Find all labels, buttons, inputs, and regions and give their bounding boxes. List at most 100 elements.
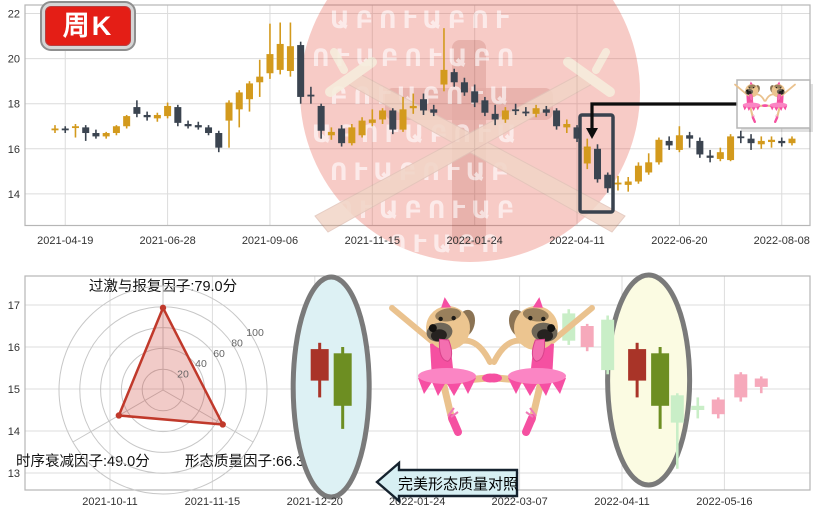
- candle: [614, 175, 622, 191]
- watermark-circle: [300, 0, 640, 262]
- axis-label: 2021-06-28: [139, 235, 195, 247]
- axis-label: 2021-04-19: [37, 235, 93, 247]
- candle: [266, 23, 274, 79]
- candle: [645, 153, 653, 175]
- candle: [51, 125, 59, 134]
- axis-label: 2022-05-16: [696, 496, 752, 508]
- axis-label: 14: [8, 189, 20, 201]
- axis-label: 13: [8, 468, 20, 480]
- candle: [153, 112, 161, 122]
- axis-label: 2022-03-07: [491, 496, 547, 508]
- pattern-ellipse-actual-occurrence: [605, 272, 693, 488]
- candle: [194, 121, 202, 130]
- axis-label: 2021-09-06: [242, 235, 298, 247]
- axis-label: 2022-06-20: [651, 235, 707, 247]
- candle: [256, 59, 264, 97]
- axis-label: 22: [8, 9, 20, 21]
- candle: [235, 90, 243, 128]
- candle: [757, 136, 765, 149]
- candle: [409, 93, 417, 114]
- radar-spoke: [162, 389, 254, 443]
- comparison-callout-text: 完美形态质量对照: [398, 476, 518, 493]
- candle: [727, 134, 735, 162]
- axis-label: 2022-01-24: [447, 235, 503, 247]
- candle: [594, 144, 602, 183]
- candle: [706, 149, 714, 163]
- candle: [286, 22, 294, 77]
- pattern-ellipses: [290, 272, 693, 500]
- factor-radar-chart: 过激与报复因子:79.0分 时序衰减因子:49.0分 形态质量因子:66.3分 …: [16, 277, 319, 495]
- candle: [215, 130, 223, 153]
- factor-bottom-right-label: 形态质量因子:66.3分: [185, 453, 319, 470]
- candle: [583, 138, 591, 170]
- candle: [686, 131, 694, 148]
- candle: [133, 100, 141, 118]
- candle: [112, 125, 120, 136]
- candle: [481, 96, 489, 117]
- candle: [276, 22, 284, 75]
- candle: [542, 105, 550, 117]
- candle: [778, 137, 786, 147]
- candle: [164, 102, 172, 119]
- candle: [307, 86, 315, 104]
- svg-text:ԲՈՒԱԲՈՒԱ: ԲՈՒԱԲՈՒԱ: [330, 83, 515, 110]
- candle: [389, 108, 397, 135]
- radar-vertex-dot: [115, 412, 123, 419]
- scale-label: 60: [213, 348, 225, 360]
- candle: [123, 114, 131, 129]
- axis-label: 15: [8, 384, 20, 396]
- candle: [711, 397, 725, 419]
- weekly-kline-badge: 周K: [42, 3, 134, 49]
- candle: [651, 347, 670, 429]
- candle: [338, 125, 346, 147]
- scale-label: 40: [195, 358, 207, 370]
- radar-vertex-dot: [159, 304, 167, 312]
- candle: [768, 136, 776, 148]
- axis-label: 2022-04-11: [549, 235, 604, 247]
- axis-label: 14: [8, 426, 20, 438]
- svg-text:ՈՒԱԲՈՒԱԲ: ՈՒԱԲՈՒԱԲ: [330, 159, 515, 186]
- axis-label: 2021-12-20: [287, 496, 343, 508]
- candle: [747, 134, 755, 150]
- candle: [368, 109, 376, 127]
- candle: [737, 130, 745, 144]
- candle: [92, 129, 100, 139]
- axis-label: 2021-11-15: [345, 235, 400, 247]
- candle: [628, 342, 647, 398]
- candle: [184, 120, 192, 129]
- candle: [655, 137, 663, 165]
- axis-label: 18: [8, 99, 20, 111]
- candle: [580, 323, 594, 352]
- candle: [604, 172, 612, 193]
- candle: [440, 28, 448, 92]
- candle: [61, 126, 69, 134]
- candle: [450, 68, 458, 87]
- sword-crossguard: [325, 57, 377, 97]
- candle: [225, 100, 233, 148]
- scale-label: 100: [246, 327, 264, 339]
- candle: [624, 176, 632, 192]
- candle: [460, 77, 468, 96]
- candle: [205, 125, 213, 136]
- annotation-arrowhead-icon: [586, 128, 598, 139]
- candle: [430, 104, 438, 117]
- pattern-thumbnail: [735, 79, 813, 132]
- comparison-callout: 完美形态质量对照: [375, 460, 519, 504]
- candle: [665, 136, 673, 150]
- candle: [563, 119, 571, 134]
- bottom-panel-candles: [310, 309, 768, 469]
- candle: [245, 81, 253, 112]
- candle: [754, 376, 768, 394]
- scale-label: 20: [177, 369, 189, 381]
- watermark-crossed-swords: [314, 48, 626, 233]
- candle: [317, 103, 325, 139]
- axis-label: 17: [8, 300, 20, 312]
- candle: [691, 397, 705, 419]
- axis-label: 2021-10-11: [82, 496, 137, 508]
- axis-label: 20: [8, 54, 20, 66]
- weekly-kline-candles: [51, 22, 796, 193]
- candle: [522, 107, 530, 117]
- candle: [399, 96, 407, 132]
- candle: [358, 117, 366, 138]
